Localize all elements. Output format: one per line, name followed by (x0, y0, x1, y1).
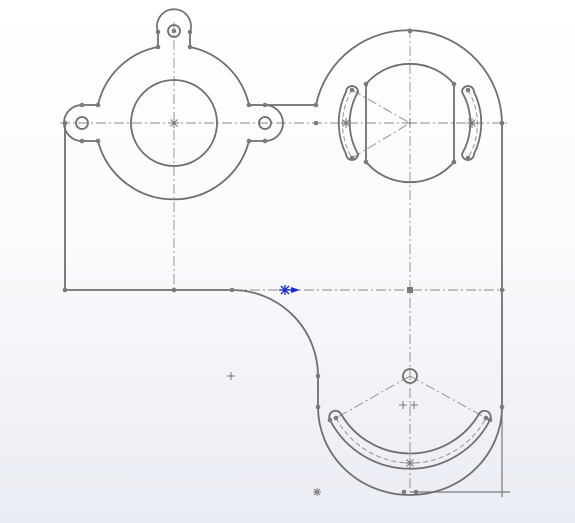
sketch-point-icon[interactable] (313, 102, 319, 108)
sketch-point-icon[interactable] (465, 155, 471, 161)
sketch-point-icon[interactable] (413, 489, 419, 495)
sketch-point-icon[interactable] (62, 287, 68, 293)
sketch-point-icon[interactable] (95, 102, 101, 108)
boss-right-outer-arc[interactable] (315, 29, 503, 124)
sketch-point-icon[interactable] (327, 417, 333, 423)
sketch-point-icon[interactable] (407, 287, 413, 293)
sketch-point-icon[interactable] (363, 81, 369, 87)
right-ear-hole[interactable] (258, 116, 272, 130)
sketch-point-icon[interactable] (155, 44, 161, 50)
sketch-point-icon[interactable] (401, 489, 407, 495)
construction-line-a[interactable] (351, 89, 411, 124)
center-mark-icon (410, 401, 418, 409)
center-mark-icon (169, 118, 179, 128)
sketch-point-icon[interactable] (229, 287, 235, 293)
sketch-point-icon[interactable] (313, 120, 319, 126)
bottom-lobe-hole[interactable] (402, 368, 418, 384)
origin-icon[interactable] (279, 285, 300, 295)
slot-left-outer[interactable] (337, 91, 347, 155)
sketch-point-icon[interactable] (315, 404, 321, 410)
sketch-point-icon[interactable] (155, 29, 161, 35)
sketch-point-icon[interactable] (407, 28, 413, 34)
boss-right-bore-arc-top[interactable] (365, 62, 455, 85)
construction-line-c[interactable] (335, 375, 411, 419)
center-mark-icon (405, 458, 415, 468)
construction-line-d[interactable] (409, 375, 487, 419)
boss-left-outer-arc-top-right[interactable] (189, 46, 250, 106)
top-tab-arc[interactable] (156, 8, 192, 33)
sketch-point-icon[interactable] (349, 87, 355, 93)
sketch-point-icon[interactable] (62, 120, 68, 126)
sketch-point-icon[interactable] (451, 81, 457, 87)
center-mark-icon (405, 118, 415, 128)
sketch-point-icon[interactable] (315, 373, 321, 379)
sketch-point-icon[interactable] (187, 29, 193, 35)
center-mark-icon (227, 372, 235, 380)
boss-right[interactable] (365, 62, 455, 184)
boss-left[interactable] (75, 24, 272, 167)
arc-slots[interactable] (337, 85, 483, 161)
boss-right-bore-arc-bottom[interactable] (365, 161, 455, 184)
star-point-icon (313, 488, 321, 496)
sketch-point-icon[interactable] (349, 155, 355, 161)
right-ear-arc[interactable] (264, 104, 284, 142)
center-mark-icon (341, 118, 351, 128)
sketch-point-icon[interactable] (246, 138, 252, 144)
sketch-point-icon[interactable] (499, 287, 505, 293)
inner-fillet-arc[interactable] (231, 289, 319, 377)
sketch-point-icon[interactable] (487, 417, 493, 423)
center-marks (169, 118, 477, 496)
sketch-point-icon[interactable] (363, 159, 369, 165)
bottom-lobe-arc[interactable] (317, 406, 503, 496)
sketch-points[interactable] (62, 28, 505, 495)
sketch-point-icon[interactable] (187, 44, 193, 50)
sketch-point-icon[interactable] (171, 28, 177, 34)
outer-profile[interactable] (63, 8, 503, 496)
sketch-point-icon[interactable] (333, 415, 339, 421)
sketch-point-icon[interactable] (171, 287, 177, 293)
bottom-slot-outer[interactable] (329, 419, 491, 470)
boss-left-outer-arc-top[interactable] (97, 46, 159, 106)
boss-left-outer-arc-bottom[interactable] (97, 140, 250, 201)
sketch-point-icon[interactable] (499, 120, 505, 126)
center-mark-icon (467, 118, 477, 128)
slot-right-centerline[interactable] (467, 89, 478, 159)
slot-right-outer[interactable] (473, 91, 483, 155)
construction-line-b[interactable] (351, 122, 411, 159)
slot-right-cap-top[interactable] (461, 85, 475, 93)
sketch-point-icon[interactable] (262, 138, 268, 144)
slot-left-cap-top[interactable] (345, 85, 359, 93)
bottom-slot-inner[interactable] (340, 413, 480, 455)
boss-left-bore[interactable] (130, 79, 218, 167)
sketch-point-icon[interactable] (499, 404, 505, 410)
centerlines (60, 22, 510, 497)
sketch-point-icon[interactable] (465, 87, 471, 93)
sketch-point-icon[interactable] (79, 138, 85, 144)
sketch-point-icon[interactable] (483, 415, 489, 421)
left-ear-hole[interactable] (75, 116, 89, 130)
sketch-point-icon[interactable] (451, 159, 457, 165)
slot-left-centerline[interactable] (342, 89, 353, 159)
sketch-point-icon[interactable] (262, 102, 268, 108)
sketch-point-icon[interactable] (95, 138, 101, 144)
sketch-point-icon[interactable] (79, 102, 85, 108)
center-mark-icon (399, 401, 407, 409)
bottom-slot-centerline[interactable] (335, 417, 487, 464)
top-tab-hole[interactable] (167, 24, 181, 38)
sketch-point-icon[interactable] (246, 102, 252, 108)
